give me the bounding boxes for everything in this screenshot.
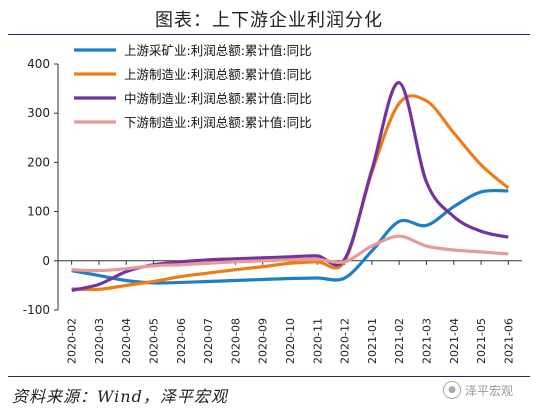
chart-title: 图表：上下游企业利润分化 (155, 10, 383, 31)
watermark-label: 泽平宏观 (465, 383, 514, 398)
chart-axes: -100 0 100 200 300 400 2020-02 2020-03 2020-04 20… (23, 57, 522, 364)
legend-label: 上游采矿业:利润总额:累计值:同比 (124, 43, 312, 58)
x-tick-label: 2020-02 (66, 318, 79, 364)
watermark: ● 泽平宏观 (443, 381, 513, 399)
legend-label: 下游制造业:利润总额:累计值:同比 (124, 115, 312, 130)
legend-label: 上游制造业:利润总额:累计值:同比 (124, 67, 312, 82)
y-tick-label: 0 (42, 254, 50, 268)
x-tick-label: 2020-06 (175, 318, 188, 364)
x-tick-label: 2021-05 (475, 318, 488, 364)
y-tick-label: 200 (27, 155, 50, 169)
x-tick-label: 2020-05 (148, 318, 161, 364)
x-tick-label: 2021-06 (502, 318, 515, 364)
x-tick-label: 2020-10 (284, 318, 297, 364)
x-tick-label: 2020-04 (120, 318, 133, 364)
chart-lines (71, 81, 510, 292)
y-tick-label: -100 (23, 303, 50, 317)
line-chart: -100 0 100 200 300 400 2020-02 2020-03 2020-04 20… (23, 43, 522, 364)
x-tick-label: 2020-08 (229, 318, 242, 364)
chart-legend: 上游采矿业:利润总额:累计值:同比上游制造业:利润总额:累计值:同比中游制造业:… (74, 43, 312, 130)
y-tick-label: 100 (27, 205, 50, 219)
y-tick-label: 400 (27, 57, 50, 71)
source-note: 资料来源：Wind，泽平宏观 (12, 387, 228, 406)
series-line-2 (71, 94, 510, 292)
x-tick-label: 2020-11 (311, 318, 324, 364)
x-tick-label: 2021-03 (420, 318, 433, 364)
legend-label: 中游制造业:利润总额:累计值:同比 (124, 91, 312, 106)
wechat-icon: ● (443, 381, 461, 399)
series-line-4 (71, 234, 509, 273)
y-tick-label: 300 (27, 106, 50, 120)
x-tick-label: 2020-09 (257, 318, 270, 364)
x-tick-label: 2020-03 (93, 318, 106, 364)
x-tick-label: 2020-07 (202, 318, 215, 364)
x-tick-label: 2020-12 (339, 318, 352, 364)
x-tick-label: 2021-02 (393, 318, 406, 364)
x-tick-label: 2021-04 (448, 318, 461, 364)
x-tick-label: 2021-01 (366, 318, 379, 364)
title-rule (8, 34, 530, 35)
bottom-rule (8, 376, 530, 377)
